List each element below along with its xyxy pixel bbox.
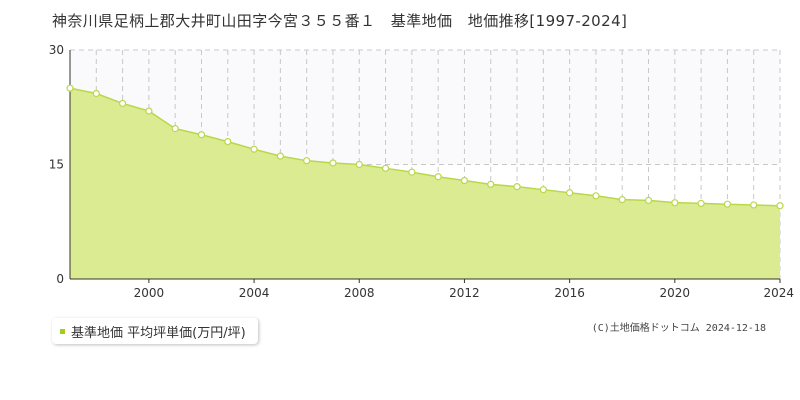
data-point [539, 186, 547, 194]
data-point [118, 99, 127, 108]
data-point [671, 199, 679, 207]
y-tick-label: 0 [56, 272, 64, 286]
x-tick-label: 2000 [134, 286, 165, 300]
legend-marker-icon [60, 328, 65, 334]
data-point [145, 107, 153, 115]
data-point [434, 173, 442, 181]
data-point [460, 176, 469, 185]
data-point [329, 159, 337, 167]
data-point [250, 145, 258, 153]
data-point [644, 196, 653, 204]
data-point [276, 152, 284, 160]
legend-label: 基準地価 平均坪単価(万円/坪) [71, 325, 246, 341]
x-tick-label: 2008 [344, 286, 375, 300]
y-tick-label: 15 [49, 158, 64, 172]
page-title: 神奈川県足柄上郡大井町山田字今宮３５５番１ 基準地価 地価推移[1997-202… [52, 12, 628, 30]
data-point [303, 157, 311, 165]
series-line [69, 87, 781, 207]
data-point [66, 84, 74, 92]
y-tick-label: 30 [49, 43, 64, 57]
data-point [618, 196, 626, 204]
data-point [723, 200, 732, 208]
legend: 基準地価 平均坪単価(万円/坪) [52, 318, 258, 344]
data-point [224, 138, 232, 146]
series-area [70, 88, 780, 280]
data-point [197, 131, 206, 139]
data-point [171, 125, 179, 133]
data-point [776, 202, 784, 210]
x-tick-label: 2020 [660, 286, 691, 300]
data-point [750, 201, 758, 209]
x-tick-label: 2024 [763, 286, 794, 300]
data-point [381, 164, 390, 172]
copyright-text: (C)土地価格ドットコム 2024-12-18 [591, 323, 766, 334]
data-point [487, 180, 495, 188]
data-point [697, 199, 705, 208]
data-point [92, 89, 100, 98]
x-tick-label: 2004 [239, 286, 270, 300]
data-point [566, 189, 574, 197]
x-tick-label: 2016 [554, 286, 585, 300]
data-point [513, 183, 521, 191]
x-tick-label: 2012 [449, 286, 480, 300]
data-point [408, 168, 416, 176]
data-point [355, 160, 363, 169]
data-point [592, 192, 600, 200]
